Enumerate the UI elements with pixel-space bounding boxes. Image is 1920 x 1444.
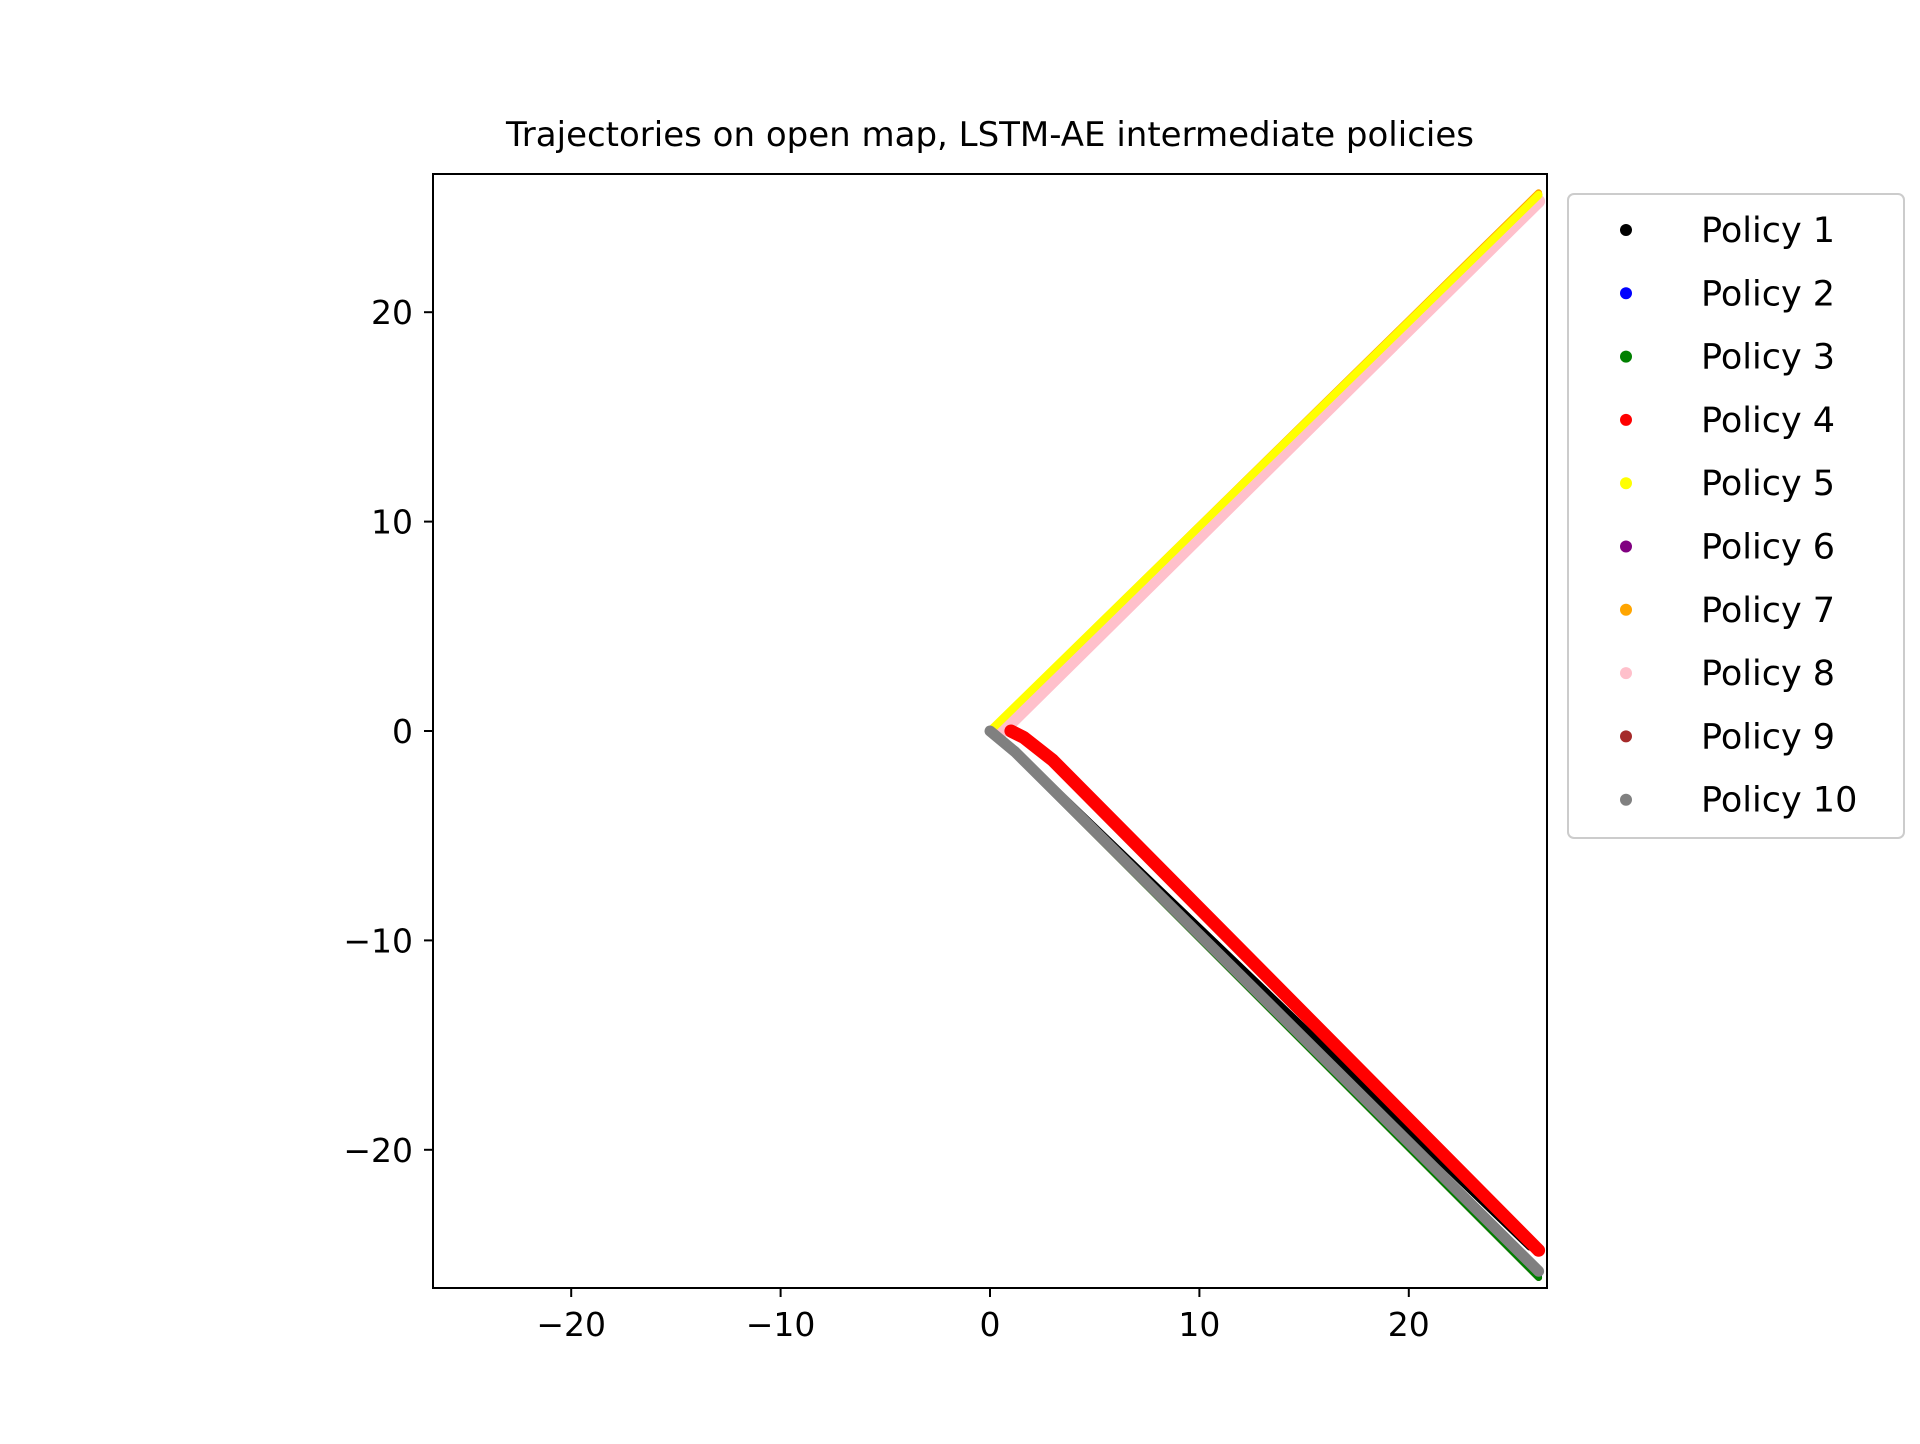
legend-marker — [1620, 413, 1632, 426]
x-tick-label: 20 — [1388, 1305, 1430, 1344]
series-10-trajectory — [984, 725, 1545, 1277]
legend-label: Policy 8 — [1701, 654, 1835, 694]
series-8-trajectory — [996, 194, 1546, 738]
series-4-trajectory — [1004, 724, 1546, 1257]
series-5-trajectory — [986, 190, 1543, 735]
chart-title: Trajectories on open map, LSTM-AE interm… — [505, 115, 1474, 155]
legend-marker — [1620, 224, 1632, 236]
legend-marker — [1620, 793, 1632, 806]
x-tick-label: 10 — [1178, 1305, 1220, 1344]
y-tick-label: −20 — [343, 1131, 413, 1170]
legend-marker — [1620, 603, 1632, 616]
legend-label: Policy 4 — [1701, 401, 1835, 441]
x-axis: −20 −10 0 10 20 — [536, 1288, 1430, 1344]
y-tick-label: 0 — [392, 712, 413, 751]
legend: Policy 1 Policy 2 Policy 3 Policy 4 Policy 5… — [1567, 193, 1905, 839]
legend-marker — [1620, 477, 1632, 490]
y-tick-label: 20 — [371, 293, 413, 332]
y-tick-label: −10 — [343, 921, 413, 960]
y-axis: −20 −10 0 10 20 — [343, 293, 433, 1170]
legend-label: Policy 3 — [1701, 338, 1835, 378]
legend-label: Policy 6 — [1701, 528, 1835, 568]
legend-box — [1567, 193, 1905, 839]
legend-marker — [1620, 540, 1632, 553]
legend-label: Policy 2 — [1701, 274, 1835, 314]
legend-label: Policy 5 — [1701, 464, 1835, 504]
y-tick-label: 10 — [371, 503, 413, 542]
x-tick-label: 0 — [980, 1305, 1001, 1344]
legend-marker — [1620, 730, 1632, 743]
legend-label: Policy 7 — [1701, 591, 1835, 631]
x-tick-label: −20 — [536, 1305, 606, 1344]
legend-label: Policy 9 — [1701, 717, 1835, 757]
legend-label: Policy 10 — [1701, 781, 1857, 821]
legend-label: Policy 1 — [1701, 211, 1835, 251]
plot-area — [984, 189, 1546, 1281]
legend-marker — [1620, 287, 1632, 300]
x-tick-label: −10 — [746, 1305, 816, 1344]
legend-marker — [1620, 667, 1632, 680]
legend-marker — [1620, 350, 1632, 363]
